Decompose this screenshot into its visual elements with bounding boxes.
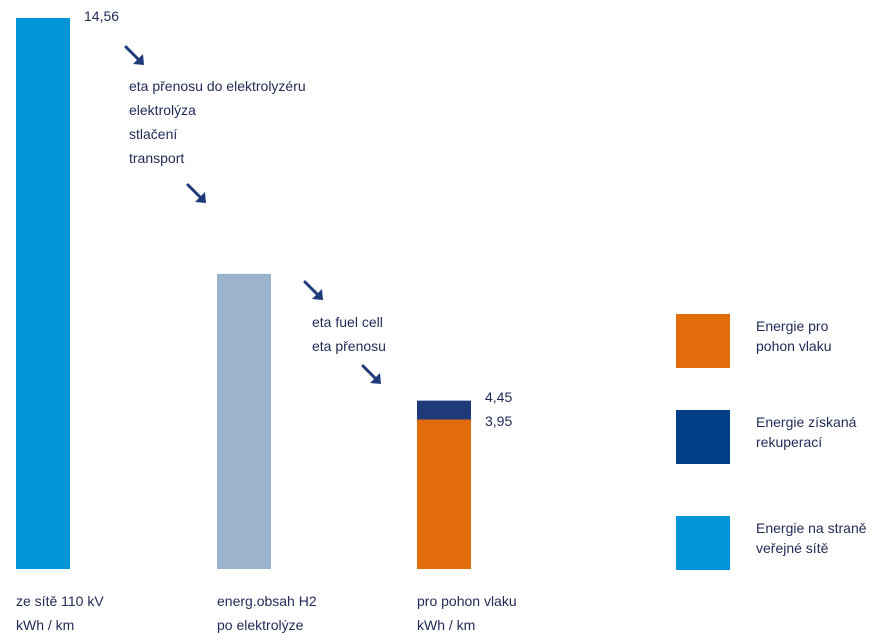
- category-label: po elektrolýze: [217, 615, 303, 635]
- data-label: 14,56: [84, 6, 119, 26]
- category-label: kWh / km: [417, 615, 475, 635]
- legend-label-line: Energie pro: [756, 316, 832, 336]
- legend-swatch: [676, 314, 730, 368]
- bar-2-series-2: [417, 420, 471, 569]
- annotation-line: eta fuel cell: [312, 310, 386, 334]
- annotation-line: eta přenosu: [312, 334, 386, 358]
- legend-swatch: [676, 516, 730, 570]
- category-label: pro pohon vlaku: [417, 591, 517, 611]
- legend-label-line: Energie získaná: [756, 412, 856, 432]
- bar-1-series-1: [217, 274, 271, 569]
- data-label: 4,45: [485, 387, 512, 407]
- arrow-down-right-icon: [303, 280, 325, 302]
- annotation-line: transport: [129, 146, 306, 170]
- category-label: ze sítě 110 kV: [16, 591, 104, 611]
- bar-2-series-3: [417, 401, 471, 420]
- annotation-line: stlačení: [129, 122, 306, 146]
- legend-item: Energie získaná rekuperací: [676, 410, 883, 466]
- annotation-line: eta přenosu do elektrolyzéru: [129, 74, 306, 98]
- legend-item: Energie na straně veřejné sítě: [676, 516, 883, 572]
- legend-label: Energie na straně veřejné sítě: [756, 518, 867, 558]
- arrow-down-right-icon: [186, 183, 208, 205]
- legend-label-line: veřejné sítě: [756, 538, 867, 558]
- legend-swatch: [676, 410, 730, 464]
- legend-label: Energie získaná rekuperací: [756, 412, 856, 452]
- legend-label-line: Energie na straně: [756, 518, 867, 538]
- arrow-down-right-icon: [124, 45, 146, 67]
- data-label: 3,95: [485, 411, 512, 431]
- category-label: energ.obsah H2: [217, 591, 317, 611]
- category-label: kWh / km: [16, 615, 74, 635]
- annotation: eta fuel cell eta přenosu: [312, 310, 386, 358]
- bar-0-series-0: [16, 18, 70, 569]
- annotation-line: elektrolýza: [129, 98, 306, 122]
- arrow-down-right-icon: [361, 364, 383, 386]
- legend-item: Energie pro pohon vlaku: [676, 314, 883, 370]
- annotation: eta přenosu do elektrolyzéru elektrolýza s…: [129, 74, 306, 170]
- legend-label-line: rekuperací: [756, 432, 856, 452]
- legend-label: Energie pro pohon vlaku: [756, 316, 832, 356]
- legend-label-line: pohon vlaku: [756, 336, 832, 356]
